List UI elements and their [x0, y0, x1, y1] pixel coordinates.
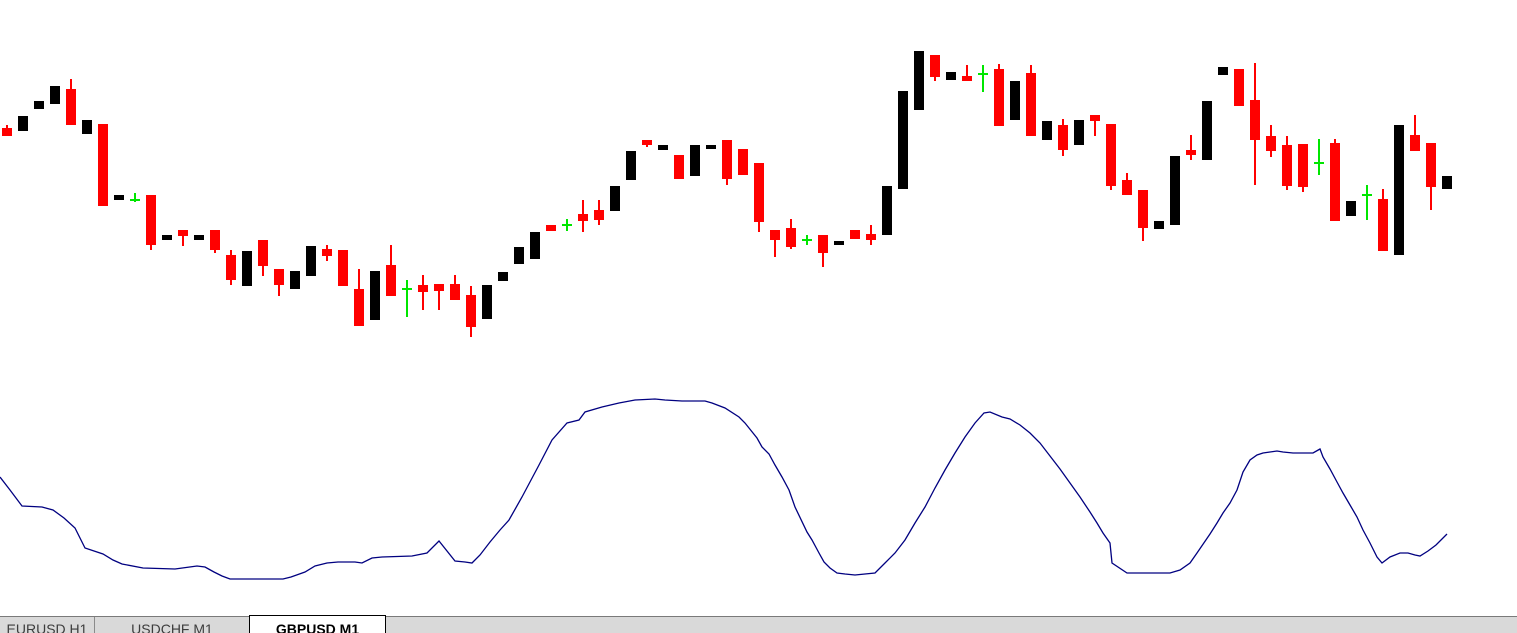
tab-label: USDCHF M1 [131, 621, 213, 633]
tab-gbpusd-m1[interactable]: GBPUSD M1 [249, 615, 386, 633]
tab-label: EURUSD H1 [6, 621, 88, 633]
tab-separator [94, 617, 95, 633]
tabbar-empty-area [386, 617, 1517, 633]
chart-tabs-bar: EURUSD H1 USDCHF M1 GBPUSD M1 [0, 615, 1517, 633]
price-chart[interactable] [0, 0, 1517, 616]
candlestick-series [2, 51, 1452, 337]
tab-eurusd-h1[interactable]: EURUSD H1 [0, 617, 94, 633]
tab-label: GBPUSD M1 [275, 621, 360, 633]
indicator-line [0, 398, 1448, 580]
tab-usdchf-m1[interactable]: USDCHF M1 [95, 617, 249, 633]
